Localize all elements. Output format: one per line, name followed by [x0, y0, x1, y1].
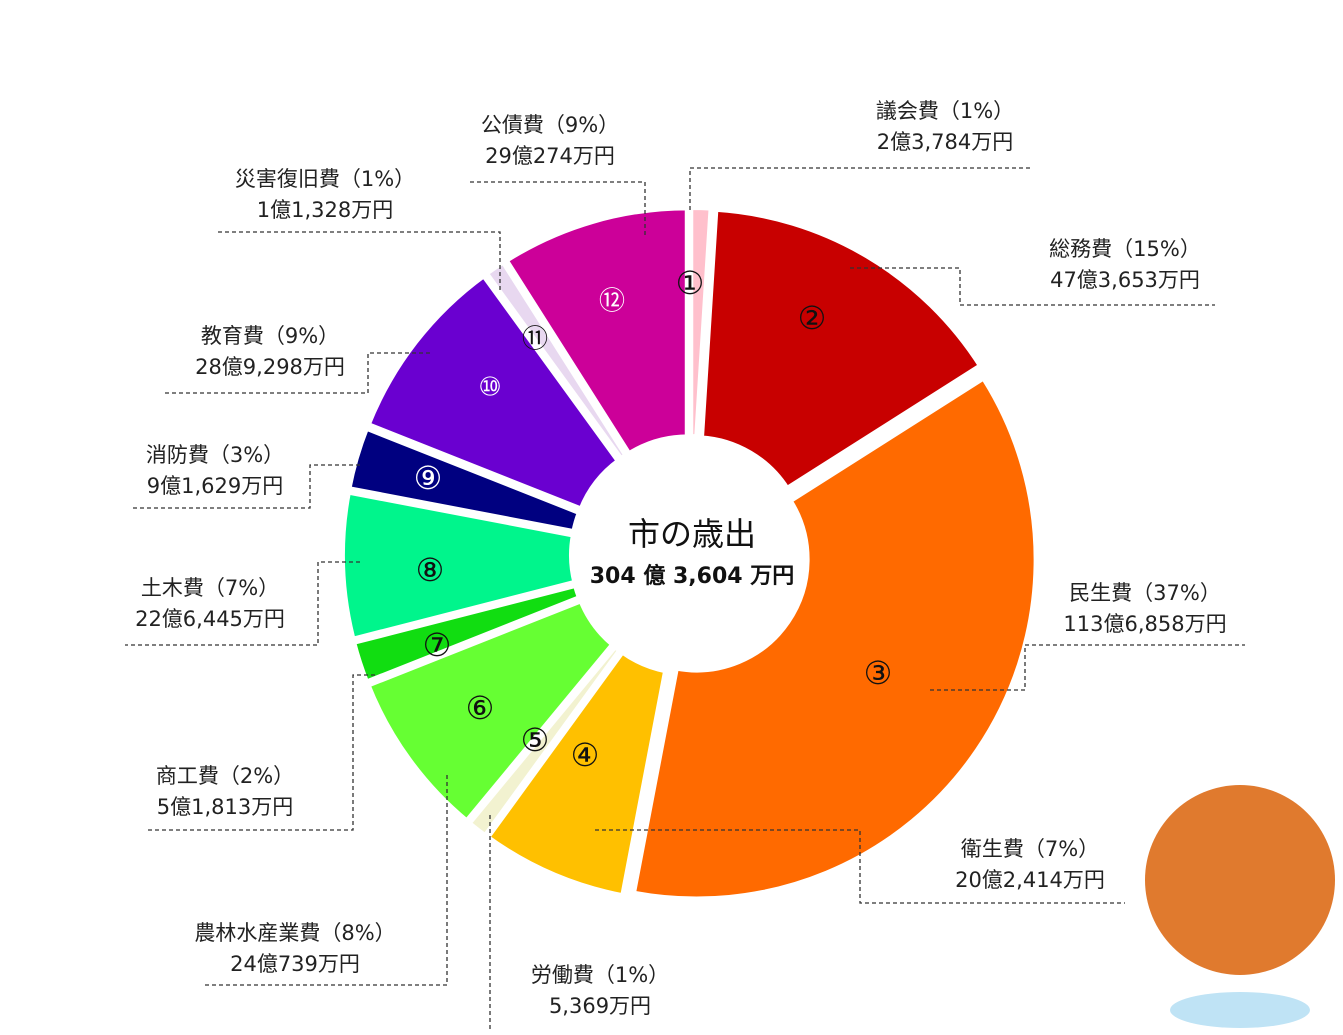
- slice-label: 消防費（3%）: [146, 443, 284, 467]
- amount-label: 5億1,813万円: [157, 795, 293, 819]
- category-name: 民生費: [1069, 581, 1132, 605]
- slice-marker: ②: [798, 299, 827, 337]
- category-name: 教育費: [201, 324, 264, 348]
- amount-label: 2億3,784万円: [877, 130, 1013, 154]
- percent-label: （2%）: [219, 764, 294, 788]
- category-name: 商工費: [156, 764, 219, 788]
- leader-line: [595, 829, 1125, 904]
- amount-label: 28億9,298万円: [195, 355, 345, 379]
- slice: [697, 205, 986, 494]
- amount-label: 1億1,328万円: [257, 198, 393, 222]
- center-total: 304 億 3,604 万円: [590, 563, 795, 589]
- slice-label: 教育費（9%）: [201, 324, 339, 348]
- slice-label: 土木費（7%）: [141, 576, 279, 600]
- amount-label: 113億6,858万円: [1063, 612, 1226, 636]
- slice-label: 衛生費（7%）: [961, 837, 1099, 861]
- amount-label: 22億6,445万円: [135, 607, 285, 631]
- category-name: 議会費: [876, 99, 939, 123]
- percent-label: （3%）: [209, 443, 284, 467]
- amount-label: 20億2,414万円: [955, 868, 1105, 892]
- amount-label: 24億739万円: [230, 952, 360, 976]
- amount-label: 5,369万円: [549, 994, 651, 1018]
- percent-label: （15%）: [1112, 237, 1201, 261]
- slice-marker: ④: [571, 736, 600, 774]
- leader-line: [145, 674, 375, 831]
- slice-marker: ①: [676, 264, 705, 302]
- slice-marker: ⑫: [599, 287, 625, 317]
- percent-label: （37%）: [1132, 581, 1221, 605]
- leader-line: [125, 561, 360, 646]
- labels: 議会費（1%）2億3,784万円①総務費（15%）47億3,653万円②民生費（…: [125, 99, 1245, 1031]
- slice: [629, 373, 1040, 903]
- slice-label: 議会費（1%）: [876, 99, 1014, 123]
- leader-line: [130, 464, 360, 509]
- slice: [363, 270, 624, 514]
- category-name: 総務費: [1049, 237, 1112, 261]
- leader-line: [205, 775, 448, 986]
- category-name: 災害復旧費: [235, 167, 340, 191]
- slice-label: 労働費（1%）: [531, 963, 669, 987]
- leader-line: [215, 231, 501, 290]
- amount-label: 29億274万円: [485, 144, 615, 168]
- center-title: 市の歳出: [628, 515, 756, 553]
- donut: [339, 204, 1040, 903]
- slice-marker: ⑥: [466, 689, 495, 727]
- slice-label: 公債費（9%）: [481, 113, 619, 137]
- category-name: 土木費: [141, 576, 204, 600]
- slice-marker: ③: [864, 654, 893, 692]
- percent-label: （9%）: [264, 324, 339, 348]
- amount-label: 47億3,653万円: [1050, 268, 1200, 292]
- amount-label: 9億1,629万円: [147, 474, 283, 498]
- category-name: 農林水産業費: [194, 921, 320, 945]
- slice-marker: ⑩: [478, 373, 501, 403]
- slice-label: 災害復旧費（1%）: [235, 167, 415, 191]
- slice-marker: ⑧: [416, 551, 445, 589]
- mascot-shadow: [1170, 992, 1310, 1028]
- percent-label: （8%）: [320, 921, 395, 945]
- percent-label: （9%）: [544, 113, 619, 137]
- leader-line: [165, 352, 430, 394]
- leader-line: [689, 167, 1030, 210]
- leader-line: [850, 267, 1215, 306]
- slice-marker: ⑦: [423, 626, 452, 664]
- slice-label: 商工費（2%）: [156, 764, 294, 788]
- slice: [363, 596, 618, 826]
- percent-label: （1%）: [340, 167, 415, 191]
- slice-marker: ⑤: [521, 721, 550, 759]
- slice-label: 農林水産業費（8%）: [194, 921, 395, 945]
- slice-marker: ⑨: [414, 459, 443, 497]
- category-name: 労働費: [531, 963, 594, 987]
- percent-label: （1%）: [939, 99, 1014, 123]
- slice: [501, 204, 691, 459]
- leader-line: [470, 181, 646, 235]
- category-name: 衛生費: [961, 837, 1024, 861]
- slice-label: 総務費（15%）: [1049, 237, 1201, 261]
- slice: [687, 204, 715, 441]
- percent-label: （1%）: [594, 963, 669, 987]
- slice-marker: ⑪: [522, 325, 548, 355]
- percent-label: （7%）: [204, 576, 279, 600]
- slice-label: 民生費（37%）: [1069, 581, 1221, 605]
- category-name: 消防費: [146, 443, 209, 467]
- mascot-illustration: [1145, 785, 1335, 975]
- category-name: 公債費: [481, 113, 544, 137]
- percent-label: （7%）: [1024, 837, 1099, 861]
